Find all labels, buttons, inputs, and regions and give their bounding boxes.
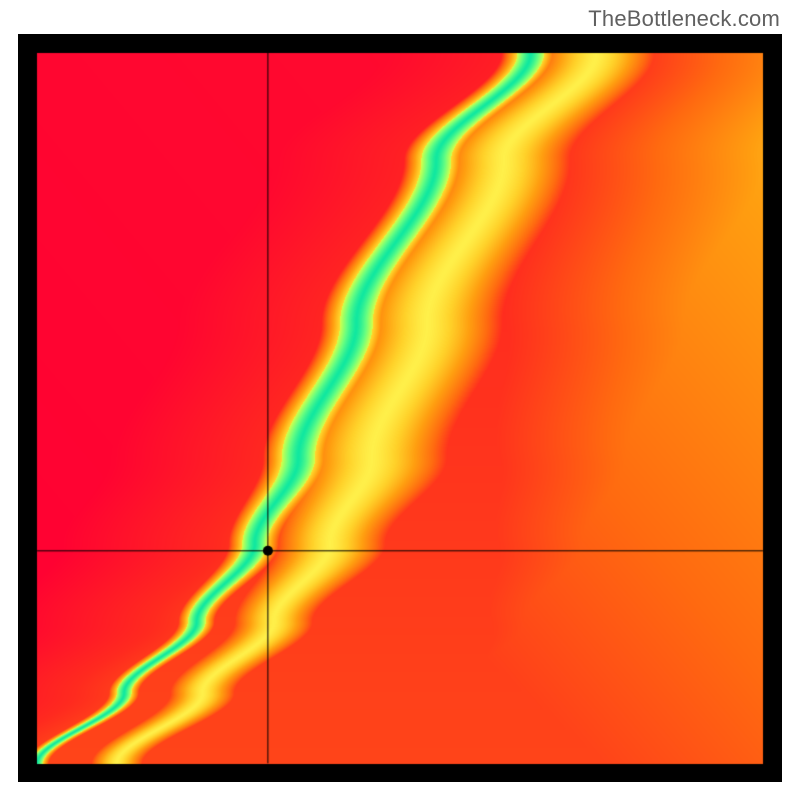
plot-area <box>18 34 782 782</box>
heatmap-canvas <box>18 34 782 782</box>
figure-container: TheBottleneck.com <box>0 0 800 800</box>
watermark-text: TheBottleneck.com <box>588 6 780 32</box>
